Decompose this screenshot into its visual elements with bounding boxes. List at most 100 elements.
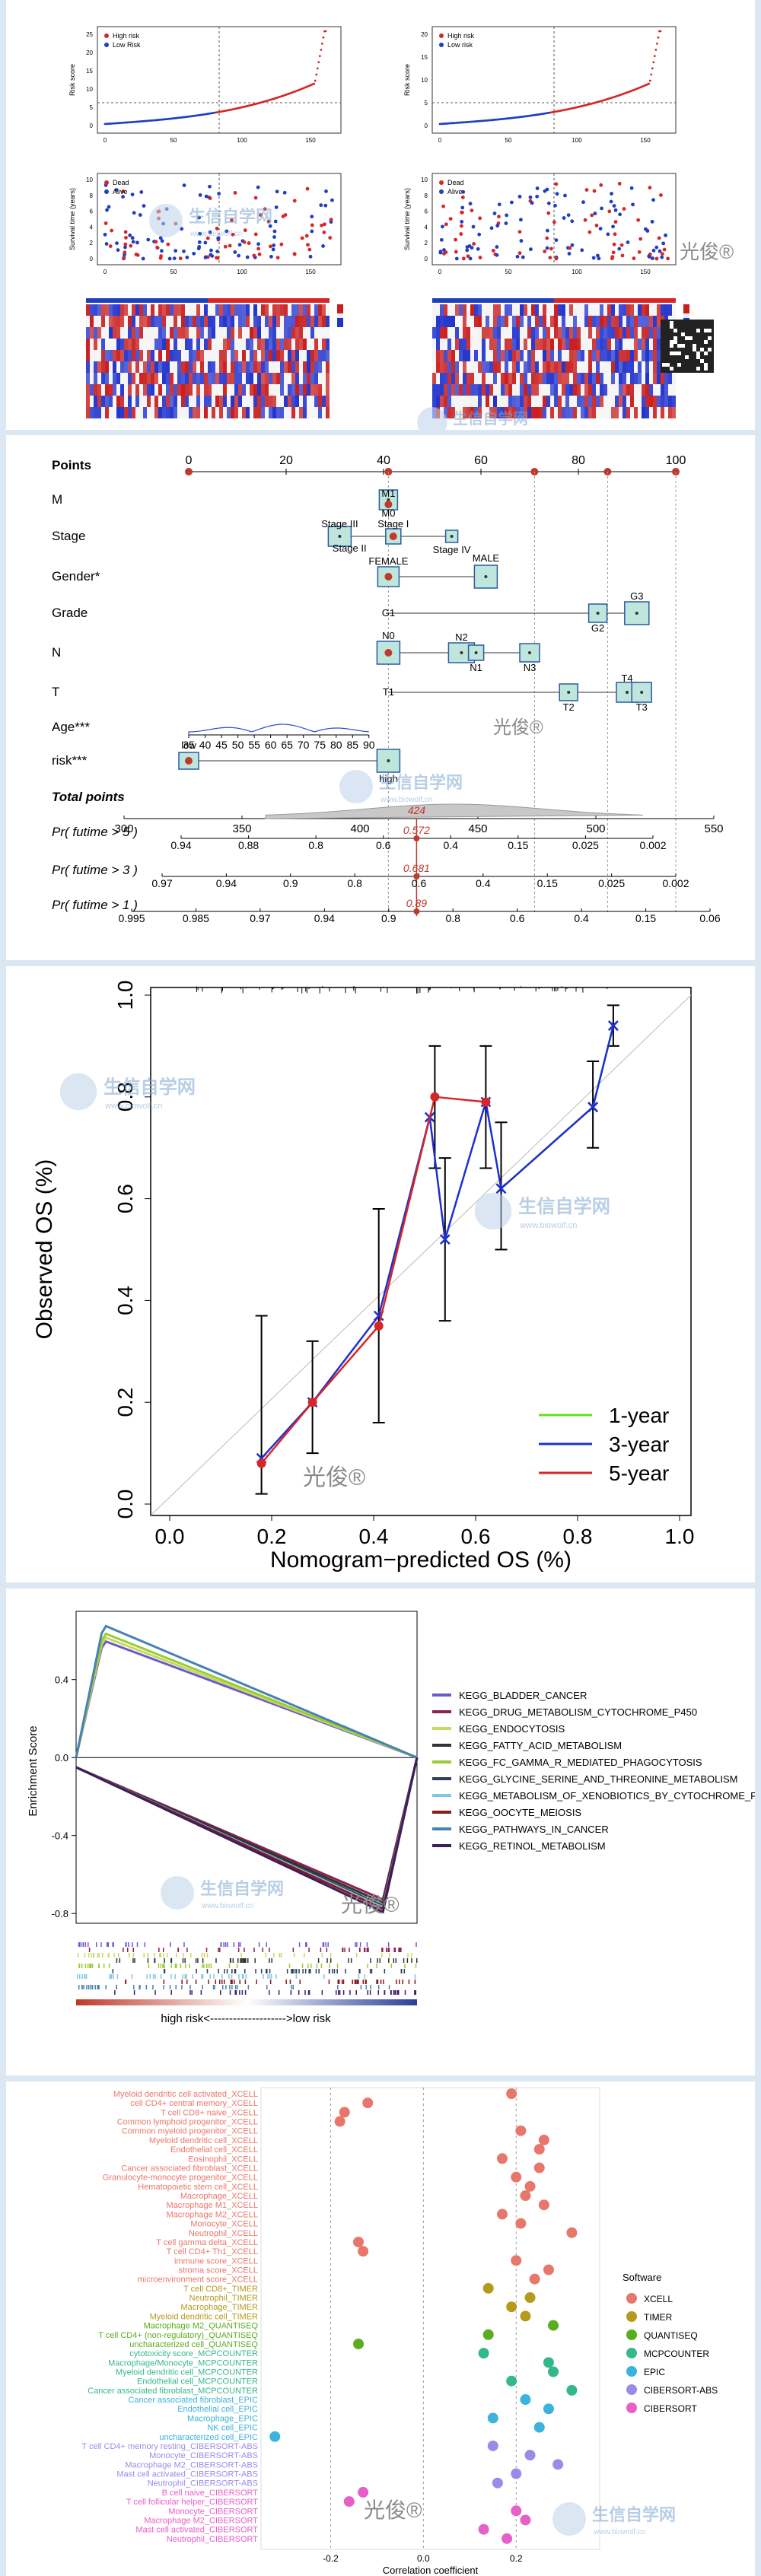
heatmap-cell xyxy=(158,350,162,361)
hit-bar xyxy=(196,1969,197,1973)
hit-bar xyxy=(384,1969,386,1973)
heatmap-cell xyxy=(546,350,550,361)
correlation-point xyxy=(520,2190,531,2202)
heatmap-cell xyxy=(147,373,151,384)
heatmap-cell xyxy=(489,350,493,361)
y-tick-label: T cell follicular helper_CIBERSORT xyxy=(126,2498,258,2507)
survival-point xyxy=(460,220,464,224)
heatmap-cell xyxy=(524,407,527,418)
watermark-brand: 生信自学网 xyxy=(200,1879,284,1898)
hit-bar xyxy=(355,1942,356,1947)
hit-bar xyxy=(354,1980,356,1984)
heatmap-cell xyxy=(558,316,562,327)
calibration-line xyxy=(260,1025,615,1459)
hit-bar xyxy=(182,1974,183,1979)
heatmap-cell xyxy=(493,396,497,407)
heatmap-cell xyxy=(326,384,330,396)
hit-bar xyxy=(81,1964,83,1968)
heatmap-cell xyxy=(622,396,626,407)
heatmap-cell xyxy=(120,327,124,339)
heatmap-cell xyxy=(447,339,451,350)
y-tick-label: 5 xyxy=(425,100,428,107)
heatmap-cell xyxy=(200,339,204,350)
heatmap-cell xyxy=(630,361,634,373)
heatmap-cell xyxy=(577,339,581,350)
heatmap-cell xyxy=(459,339,463,350)
heatmap-cell xyxy=(280,407,284,418)
heatmap-cell xyxy=(234,350,238,361)
y-tick-label: 20 xyxy=(421,31,428,38)
heatmap-cell xyxy=(124,407,128,418)
heatmap-cell xyxy=(90,396,94,407)
heatmap-cell xyxy=(565,384,569,396)
hit-bar xyxy=(203,1964,205,1968)
heatmap-cell xyxy=(565,304,569,316)
heatmap-cell xyxy=(326,373,330,384)
qr-code-icon xyxy=(677,351,681,355)
heatmap-cell xyxy=(257,350,261,361)
level-label: MALE xyxy=(473,552,500,564)
heatmap-cell xyxy=(86,361,90,373)
heatmap-cell xyxy=(592,396,596,407)
hit-bar xyxy=(307,1990,310,1995)
pr1-tick-label: 0.94 xyxy=(314,912,335,924)
heatmap-cell xyxy=(634,373,638,384)
hit-bar xyxy=(76,1589,253,1990)
hit-bar xyxy=(371,1969,373,1973)
legend-label: Low risk xyxy=(447,41,473,49)
level-dot xyxy=(387,498,390,501)
survival-point xyxy=(215,226,219,231)
y-tick-label: T cell CD8+ naive_XCELL xyxy=(161,2108,258,2117)
enrichment-curve xyxy=(75,1632,418,1759)
hit-bar xyxy=(119,1958,121,1963)
hit-bar xyxy=(76,1589,162,1990)
legend-label: CIBERSORT-ABS xyxy=(644,2385,718,2396)
heatmap-cell xyxy=(200,350,204,361)
survival-point xyxy=(648,186,652,190)
hit-bar xyxy=(76,1589,276,1980)
level-label: FEMALE xyxy=(368,555,408,567)
heatmap-cell xyxy=(649,373,653,384)
hit-bar xyxy=(78,1942,80,1947)
heatmap-cell xyxy=(482,361,486,373)
heatmap-cell xyxy=(154,373,158,384)
hit-bar xyxy=(76,1589,200,1985)
survival-point xyxy=(105,208,109,212)
survival-point xyxy=(622,207,626,211)
heatmap-cell xyxy=(109,361,113,373)
survival-point xyxy=(651,198,655,202)
heatmap-cell xyxy=(619,350,622,361)
heatmap-cell xyxy=(310,339,314,350)
hit-bar xyxy=(237,1958,239,1963)
hit-bar xyxy=(205,1948,208,1952)
pr5-marker xyxy=(413,835,420,841)
heatmap-cell xyxy=(622,316,626,327)
level-dot xyxy=(635,612,638,615)
hit-bar xyxy=(81,1974,84,1979)
survival-point xyxy=(632,256,636,261)
heatmap-cell xyxy=(269,396,272,407)
correlation-point xyxy=(520,2394,531,2406)
y-tick-label: cytotoxicity score_MCPCOUNTER xyxy=(129,2349,258,2358)
survival-point xyxy=(660,252,664,256)
hit-bar xyxy=(332,1969,333,1973)
hit-bar xyxy=(76,1589,109,1985)
hit-bar xyxy=(266,1969,267,1973)
heatmap-cell xyxy=(215,350,219,361)
heatmap-cell xyxy=(196,316,200,327)
hit-bar xyxy=(364,1974,365,1979)
heatmap-cell xyxy=(478,407,482,418)
survival-point xyxy=(330,198,334,202)
survival-point xyxy=(470,208,474,213)
hit-bar xyxy=(227,1942,228,1947)
hit-bar xyxy=(159,1953,161,1957)
qr-code-icon xyxy=(708,348,712,351)
correlation-point xyxy=(543,2357,554,2368)
heatmap-cell xyxy=(193,339,196,350)
legend-marker xyxy=(439,180,444,185)
hit-bar xyxy=(190,1953,192,1957)
watermark-brand: 生信自学网 xyxy=(592,2505,676,2524)
hit-bar xyxy=(86,1985,88,1989)
heatmap-cell xyxy=(626,316,630,327)
hit-bar xyxy=(320,1964,323,1968)
